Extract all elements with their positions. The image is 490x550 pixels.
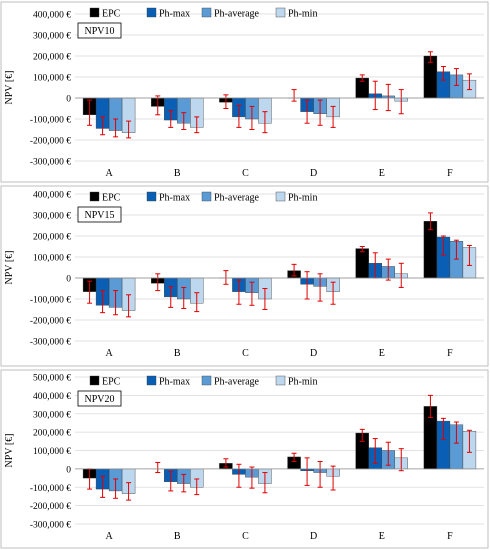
legend-swatch-ph-min: [275, 375, 286, 386]
category-label: C: [242, 531, 249, 542]
y-tick-label: 100,000 €: [33, 447, 71, 457]
category-label: C: [242, 168, 249, 179]
y-tick-label: 200,000 €: [33, 429, 71, 439]
y-tick-label: 400,000 €: [33, 392, 71, 402]
y-tick-label: -100,000 €: [30, 296, 71, 306]
category-label: E: [379, 168, 385, 179]
legend-swatch-ph-max: [146, 7, 157, 18]
y-tick-label: -100,000 €: [30, 116, 71, 126]
category-label: A: [105, 348, 113, 359]
y-tick-label: 300,000 €: [33, 410, 71, 420]
legend-label: Ph-average: [214, 193, 260, 204]
y-tick-label: -200,000 €: [30, 317, 71, 327]
legend: EPC Ph-max Ph-average Ph-min: [89, 191, 317, 204]
legend-label: Ph-max: [159, 377, 190, 388]
panel-border: [0, 369, 489, 549]
legend-label: Ph-average: [214, 9, 260, 20]
legend-label: Ph-min: [288, 193, 317, 204]
y-tick-label: 300,000 €: [33, 32, 71, 42]
y-axis-label: NPV [€]: [4, 434, 15, 468]
category-label: B: [174, 168, 181, 179]
category-label: A: [105, 168, 113, 179]
category-label: B: [174, 531, 181, 542]
legend-label: Ph-min: [288, 9, 317, 20]
y-tick-label: -300,000 €: [30, 521, 71, 531]
y-tick-label: 400,000 €: [33, 191, 71, 201]
y-tick-label: 100,000 €: [33, 254, 71, 264]
legend-label: Ph-max: [159, 9, 190, 20]
y-tick-label: -200,000 €: [30, 137, 71, 147]
panel-border: [0, 1, 489, 183]
chart-panel-2: -300,000 € -200,000 € -100,000 € 0 100,000 €…: [0, 185, 489, 367]
legend-swatch-ph-min: [275, 191, 286, 202]
category-label: D: [310, 168, 317, 179]
category-label: A: [105, 531, 113, 542]
y-axis-label: NPV [€]: [4, 71, 15, 105]
legend-swatch-ph-max: [146, 375, 157, 386]
y-tick-label: -200,000 €: [30, 502, 71, 512]
y-tick-label: 400,000 €: [33, 11, 71, 21]
legend-swatch-ph-average: [201, 191, 212, 202]
legend-swatch-epc: [89, 7, 100, 18]
y-tick-label: 0: [66, 95, 71, 105]
y-tick-label: 100,000 €: [33, 74, 71, 84]
y-axis-label: NPV [€]: [4, 251, 15, 285]
category-label: B: [174, 348, 181, 359]
panel-title-box: [77, 390, 122, 407]
chart-panel-1: -300,000 € -200,000 € -100,000 € 0 100,000 €…: [0, 1, 489, 183]
category-label: C: [242, 348, 249, 359]
y-tick-label: 0: [66, 275, 71, 285]
panel-border: [0, 185, 489, 367]
category-label: F: [447, 348, 453, 359]
category-label: E: [379, 348, 385, 359]
legend: EPC Ph-max Ph-average Ph-min: [89, 375, 317, 388]
legend-label: Ph-min: [288, 377, 317, 388]
category-label: D: [310, 348, 317, 359]
legend-swatch-epc: [89, 191, 100, 202]
category-label: E: [379, 531, 385, 542]
chart-panel-3: -300,000 € -200,000 € -100,000 € 0 100,000 €…: [0, 369, 489, 549]
panel-title: NPV10: [84, 26, 114, 37]
y-tick-label: 200,000 €: [33, 233, 71, 243]
y-tick-label: 200,000 €: [33, 53, 71, 63]
legend-label: EPC: [102, 377, 121, 388]
legend-swatch-ph-average: [201, 7, 212, 18]
legend-swatch-ph-max: [146, 191, 157, 202]
y-tick-label: 500,000 €: [33, 374, 71, 384]
panel-title: NPV20: [84, 394, 114, 405]
legend-label: EPC: [102, 9, 121, 20]
legend-label: Ph-max: [159, 193, 190, 204]
category-label: F: [447, 531, 453, 542]
panel-title: NPV15: [84, 210, 114, 221]
legend-swatch-ph-min: [275, 7, 286, 18]
category-label: F: [447, 168, 453, 179]
legend-swatch-epc: [89, 375, 100, 386]
panel-title-box: [77, 206, 122, 223]
y-tick-label: -300,000 €: [30, 158, 71, 168]
legend: EPC Ph-max Ph-average Ph-min: [89, 7, 317, 20]
y-tick-label: 300,000 €: [33, 212, 71, 222]
y-tick-label: 0: [66, 465, 71, 475]
panel-title-box: [77, 22, 122, 39]
legend-label: Ph-average: [214, 377, 260, 388]
legend-swatch-ph-average: [201, 375, 212, 386]
y-tick-label: -100,000 €: [30, 484, 71, 494]
bar-epc-e: [355, 248, 369, 279]
y-tick-label: -300,000 €: [30, 338, 71, 348]
category-label: D: [310, 531, 317, 542]
legend-label: EPC: [102, 193, 121, 204]
